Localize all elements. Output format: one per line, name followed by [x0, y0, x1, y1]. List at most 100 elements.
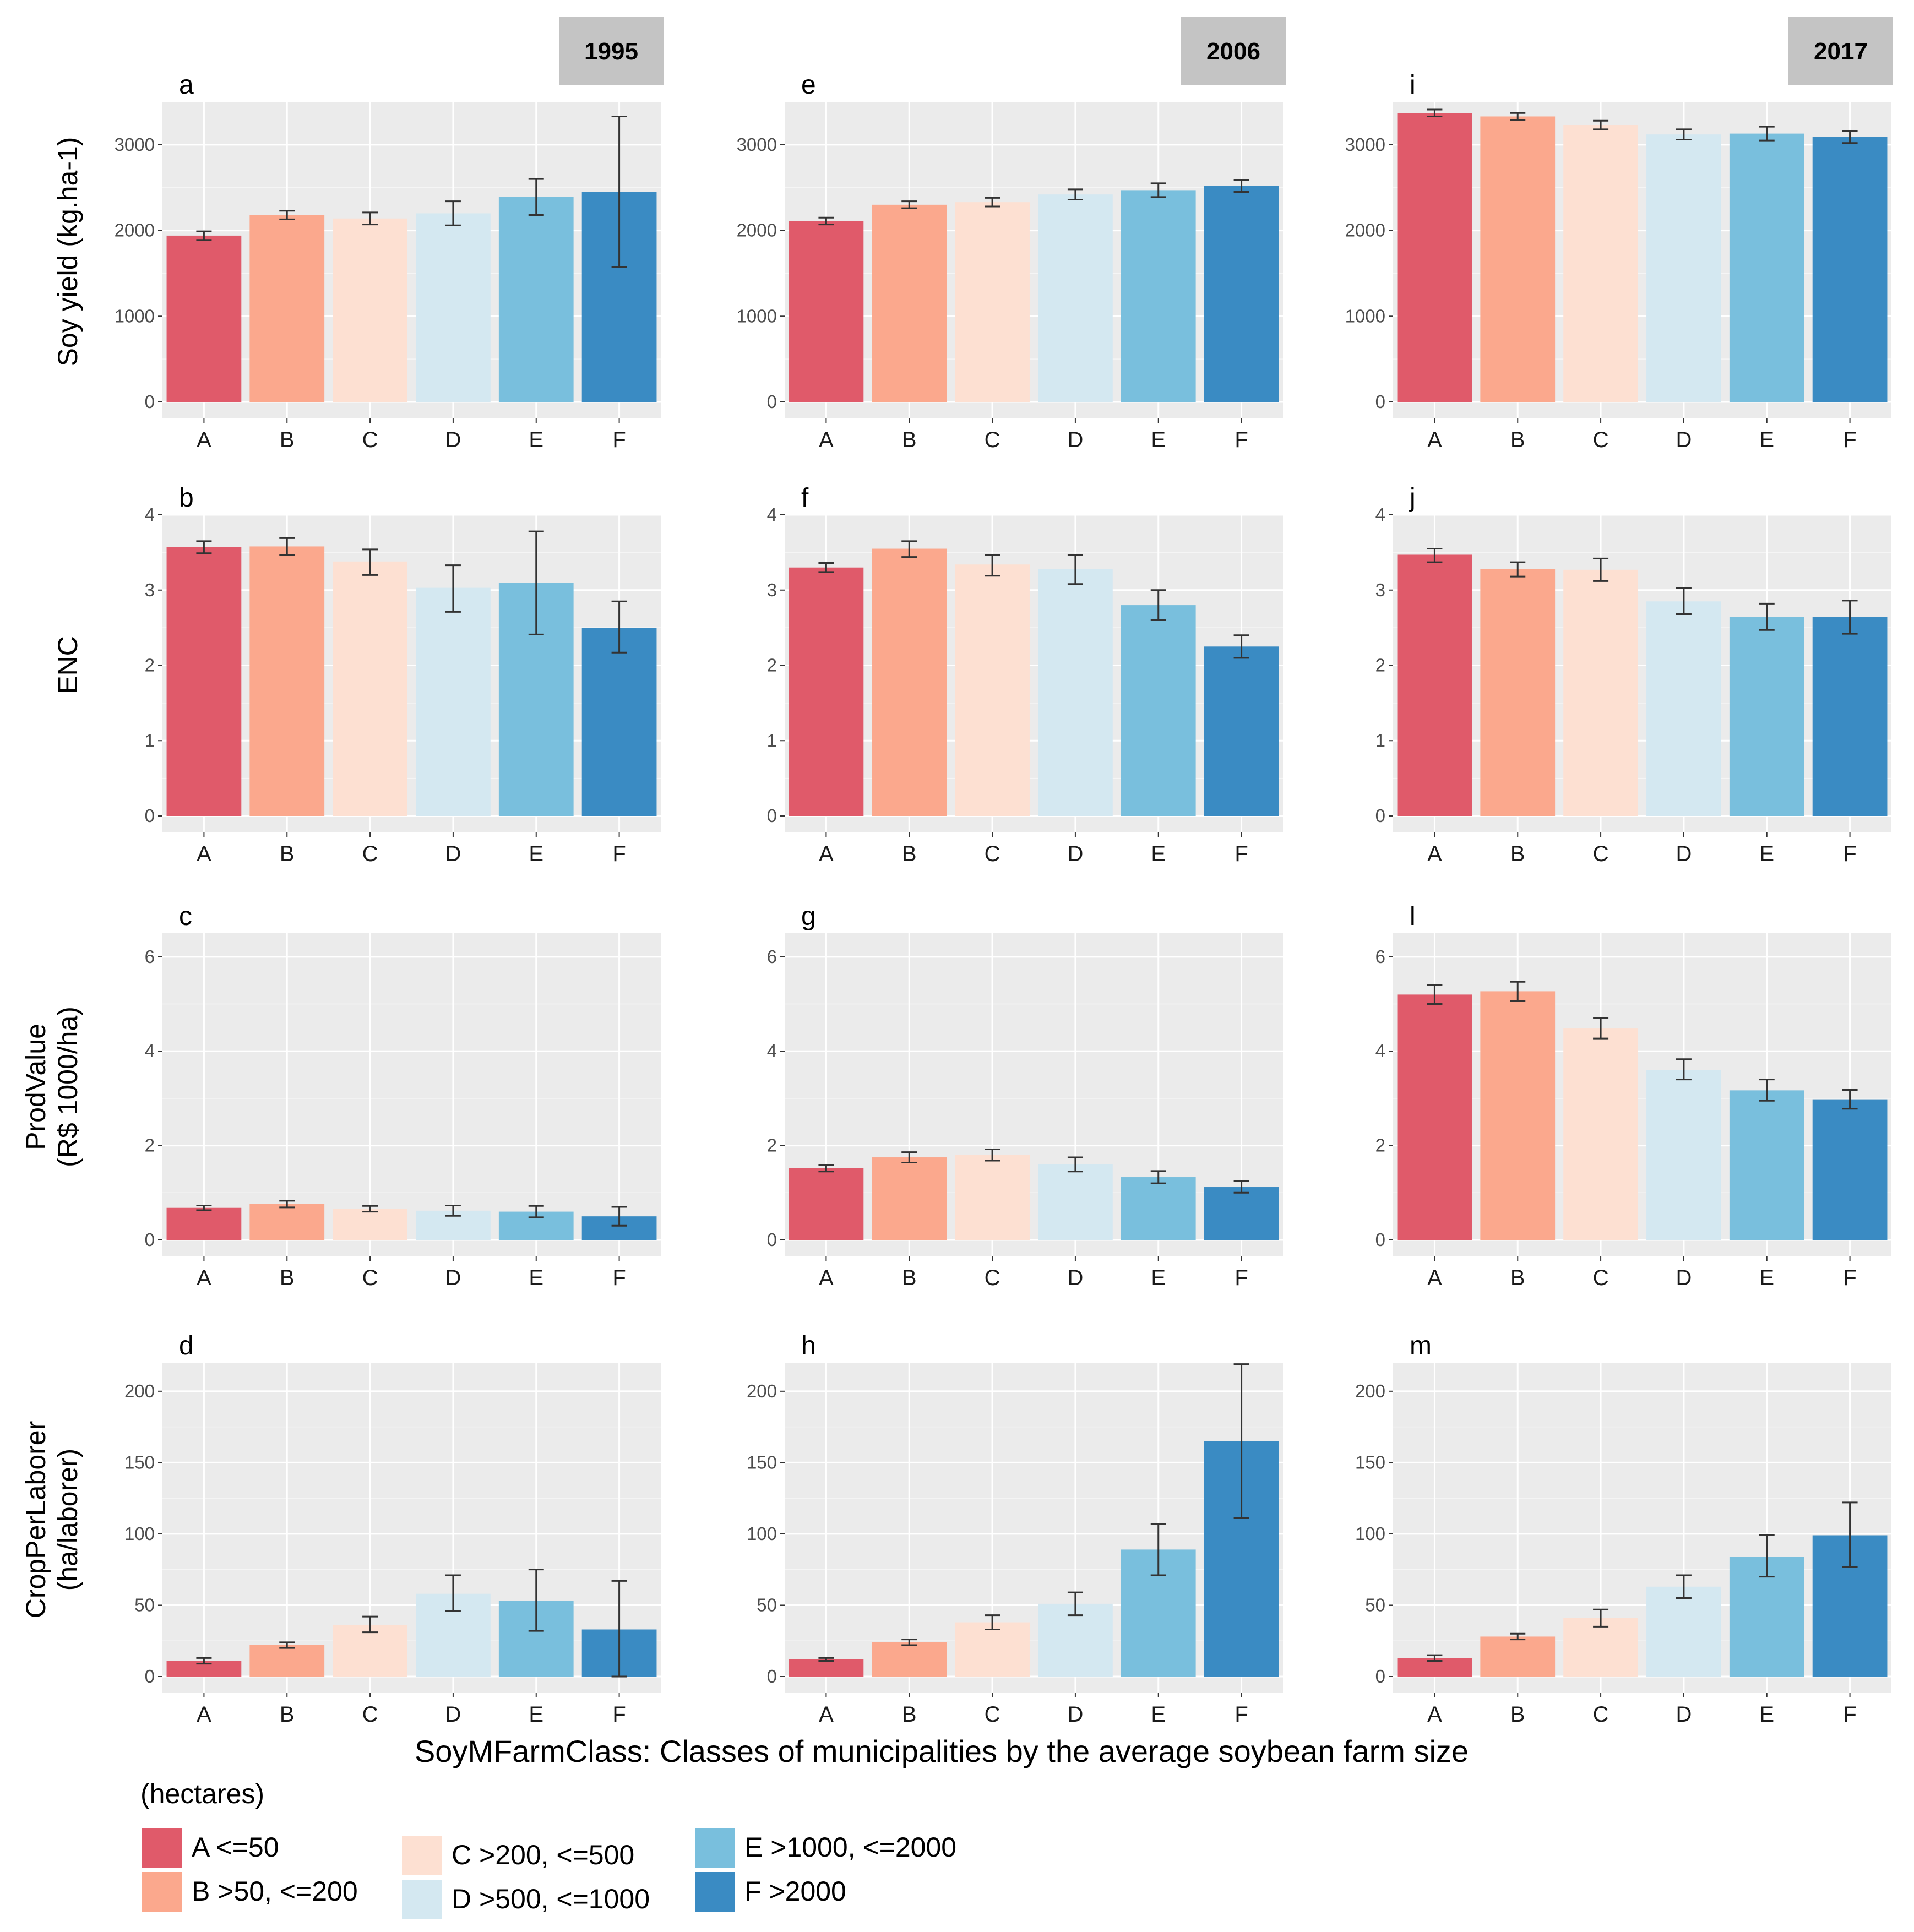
x-tick-label: B — [280, 1266, 295, 1290]
error-bar-A — [818, 1657, 834, 1662]
panel-background — [1393, 515, 1891, 832]
x-tick-label: F — [1843, 842, 1856, 866]
legend: (hectares) A <=50 B >50, <=200 C >200, <=5… — [140, 1778, 956, 1919]
y-tick-label: 2 — [145, 655, 155, 676]
legend-swatch — [695, 1872, 735, 1912]
panel-letter-c: c — [179, 902, 192, 931]
bar-C — [333, 218, 407, 402]
legend-label: E >1000, <=2000 — [744, 1832, 956, 1863]
error-bar-F — [611, 600, 627, 654]
y-tick-label: 1000 — [737, 306, 777, 326]
bar-C — [955, 1155, 1030, 1240]
year-header-2017: 2017 — [1788, 17, 1893, 85]
x-tick-label: F — [612, 842, 626, 866]
panel-background — [785, 933, 1283, 1256]
error-bar-C — [985, 553, 1001, 577]
bar-C — [333, 561, 407, 816]
panel-letter-d: d — [179, 1331, 194, 1360]
y-tick-label: 50 — [1365, 1594, 1385, 1615]
y-axis-title-row-3: (R$ 1000/ha) — [52, 1006, 83, 1167]
legend-item-D: D >500, <=1000 — [402, 1880, 650, 1919]
y-tick-label: 1 — [767, 730, 777, 750]
x-tick-label: A — [819, 1266, 834, 1290]
error-bar-A — [1427, 548, 1443, 563]
error-bar-C — [985, 197, 1001, 208]
bar-D — [1646, 134, 1721, 402]
bar-C — [1563, 1618, 1638, 1677]
panel-letter-j: j — [1409, 483, 1416, 513]
y-tick-label: 150 — [124, 1452, 155, 1472]
x-tick-label: A — [197, 1266, 211, 1290]
panel-g: 0 2 4 6 A B C D E Fg — [767, 902, 1283, 1290]
error-bar-F — [611, 1206, 627, 1227]
bar-A — [166, 235, 242, 402]
x-tick-label: E — [529, 842, 543, 866]
y-axis-title-row-4: CropPerLaborer — [20, 1421, 51, 1619]
panel-letter-a: a — [179, 70, 194, 100]
x-tick-label: D — [1067, 1702, 1083, 1727]
error-bar-B — [279, 1200, 295, 1209]
error-bar-F — [1233, 179, 1249, 193]
x-tick-label: E — [1151, 1702, 1166, 1727]
x-tick-label: F — [1843, 1266, 1856, 1290]
year-header-box — [1181, 17, 1286, 85]
bar-E — [1121, 1177, 1196, 1240]
y-tick-label: 0 — [1375, 806, 1385, 826]
error-bar-D — [1676, 1058, 1692, 1081]
panel-b: 0 1 2 3 4 A B C D E Fb — [145, 483, 661, 866]
y-tick-label: 0 — [767, 391, 777, 412]
error-bar-F — [611, 1580, 627, 1678]
y-tick-label: 2 — [767, 1135, 777, 1156]
x-tick-label: D — [1067, 842, 1083, 866]
error-bar-D — [445, 1574, 461, 1612]
y-tick-label: 3 — [145, 580, 155, 600]
bar-B — [249, 215, 325, 402]
y-tick-label: 200 — [124, 1381, 155, 1401]
error-bar-A — [196, 230, 212, 241]
x-tick-label: A — [819, 842, 834, 866]
bar-A — [1397, 994, 1472, 1240]
error-bar-B — [901, 200, 917, 209]
y-tick-label: 3000 — [115, 134, 155, 155]
bar-E — [1729, 617, 1804, 816]
y-tick-label: 3 — [1375, 580, 1385, 600]
legend-label: D >500, <=1000 — [452, 1884, 650, 1914]
x-tick-label: F — [1843, 1702, 1856, 1727]
panel-background — [1393, 1363, 1891, 1693]
error-bar-D — [1067, 188, 1083, 201]
error-bar-F — [1233, 634, 1249, 659]
legend-label: F >2000 — [744, 1876, 846, 1907]
bar-B — [249, 1645, 325, 1677]
x-tick-label: B — [1510, 1266, 1525, 1290]
x-tick-label: C — [985, 842, 1001, 866]
panel-c: 0 2 4 6 A B C D E Fc — [145, 902, 661, 1290]
x-tick-label: C — [362, 1266, 378, 1290]
x-tick-label: A — [819, 1702, 834, 1727]
y-tick-label: 2000 — [115, 220, 155, 241]
y-tick-label: 0 — [1375, 1229, 1385, 1250]
bar-E — [1729, 1090, 1804, 1240]
x-tick-label: B — [1510, 1702, 1525, 1727]
error-bar-E — [1150, 182, 1166, 198]
error-bar-B — [901, 540, 917, 558]
y-tick-label: 3 — [767, 580, 777, 600]
panel-m: 0 50 100 150 200 A B C D E Fm — [1355, 1331, 1891, 1727]
x-tick-label: A — [1427, 1702, 1442, 1727]
bar-E — [1729, 133, 1804, 402]
x-tick-label: F — [1235, 1702, 1248, 1727]
panel-letter-f: f — [801, 483, 809, 513]
y-axis-title-row-1: Soy yield (kg.ha-1) — [52, 137, 83, 367]
legend-swatch — [402, 1880, 442, 1919]
y-tick-label: 0 — [1375, 391, 1385, 412]
y-tick-label: 1000 — [1345, 306, 1385, 326]
error-bar-E — [1150, 1523, 1166, 1576]
legend-label: A <=50 — [192, 1832, 279, 1863]
error-bar-A — [1427, 1654, 1443, 1662]
y-tick-label: 1000 — [115, 306, 155, 326]
y-axis-title-row-4: (ha/laborer) — [52, 1449, 83, 1591]
bar-D — [416, 213, 491, 402]
x-tick-label: F — [1235, 428, 1248, 452]
bar-D — [1038, 194, 1113, 402]
